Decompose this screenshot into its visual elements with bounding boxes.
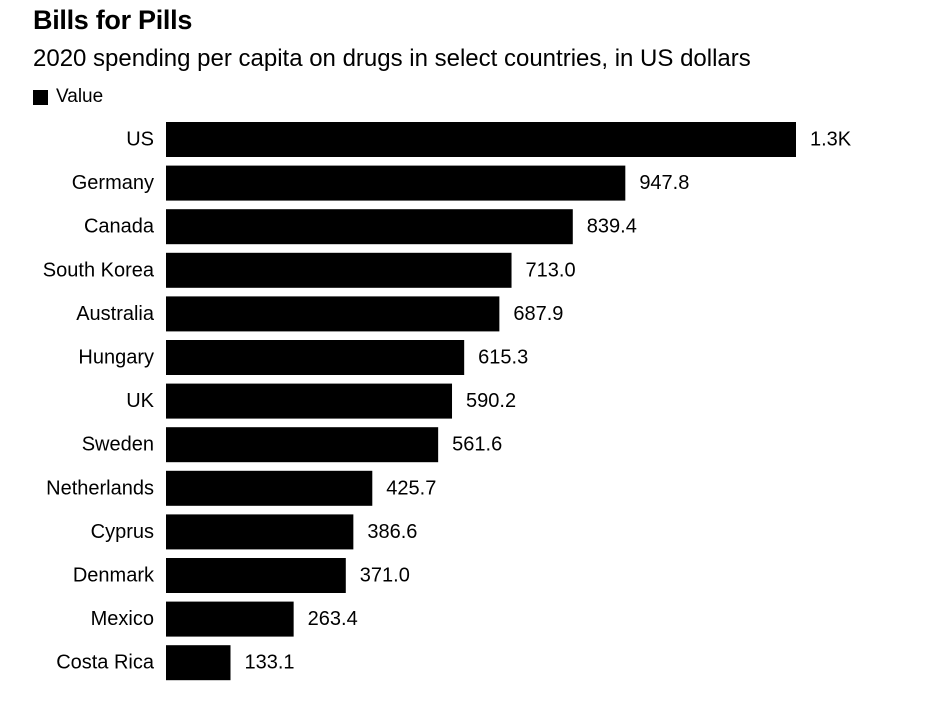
- bar-mexico: [166, 601, 294, 637]
- bar-netherlands: [166, 470, 373, 506]
- category-label-denmark: Denmark: [73, 565, 155, 587]
- chart-title: Bills for Pills: [33, 5, 193, 35]
- value-label-cyprus: 386.6: [367, 521, 417, 543]
- bar-costa-rica: [166, 645, 231, 681]
- value-label-hungary: 615.3: [478, 347, 528, 369]
- bar-canada: [166, 209, 573, 245]
- category-label-sweden: Sweden: [82, 434, 154, 456]
- bar-denmark: [166, 558, 346, 593]
- category-label-cyprus: Cyprus: [91, 521, 154, 543]
- bar-cyprus: [166, 514, 354, 550]
- bar-south-korea: [166, 252, 512, 288]
- value-label-netherlands: 425.7: [386, 477, 436, 499]
- legend-label: Value: [56, 86, 104, 107]
- category-label-costa-rica: Costa Rica: [56, 652, 155, 674]
- category-label-australia: Australia: [76, 303, 155, 325]
- value-label-mexico: 263.4: [308, 608, 358, 630]
- category-label-mexico: Mexico: [91, 608, 154, 630]
- value-label-canada: 839.4: [587, 216, 637, 238]
- category-label-south-korea: South Korea: [43, 259, 155, 281]
- category-label-us: US: [126, 129, 154, 151]
- value-label-denmark: 371.0: [360, 565, 410, 587]
- value-label-us: 1.3K: [810, 129, 852, 151]
- bar-germany: [166, 165, 626, 201]
- category-label-canada: Canada: [84, 216, 155, 238]
- category-label-netherlands: Netherlands: [46, 477, 154, 499]
- legend-swatch: [33, 89, 48, 105]
- value-label-south-korea: 713.0: [526, 259, 576, 281]
- bar-australia: [166, 296, 500, 332]
- bar-sweden: [166, 427, 439, 463]
- legend: Value: [33, 86, 103, 108]
- value-label-sweden: 561.6: [452, 434, 502, 456]
- category-label-hungary: Hungary: [78, 347, 154, 369]
- category-label-uk: UK: [126, 390, 154, 412]
- chart-subtitle: 2020 spending per capita on drugs in sel…: [33, 45, 751, 72]
- bar-uk: [166, 383, 453, 419]
- value-label-costa-rica: 133.1: [245, 652, 295, 674]
- value-label-germany: 947.8: [639, 172, 689, 194]
- category-label-germany: Germany: [72, 172, 154, 194]
- value-label-uk: 590.2: [466, 390, 516, 412]
- bar-hungary: [166, 340, 465, 375]
- value-label-australia: 687.9: [513, 303, 563, 325]
- bar-us: [166, 122, 796, 157]
